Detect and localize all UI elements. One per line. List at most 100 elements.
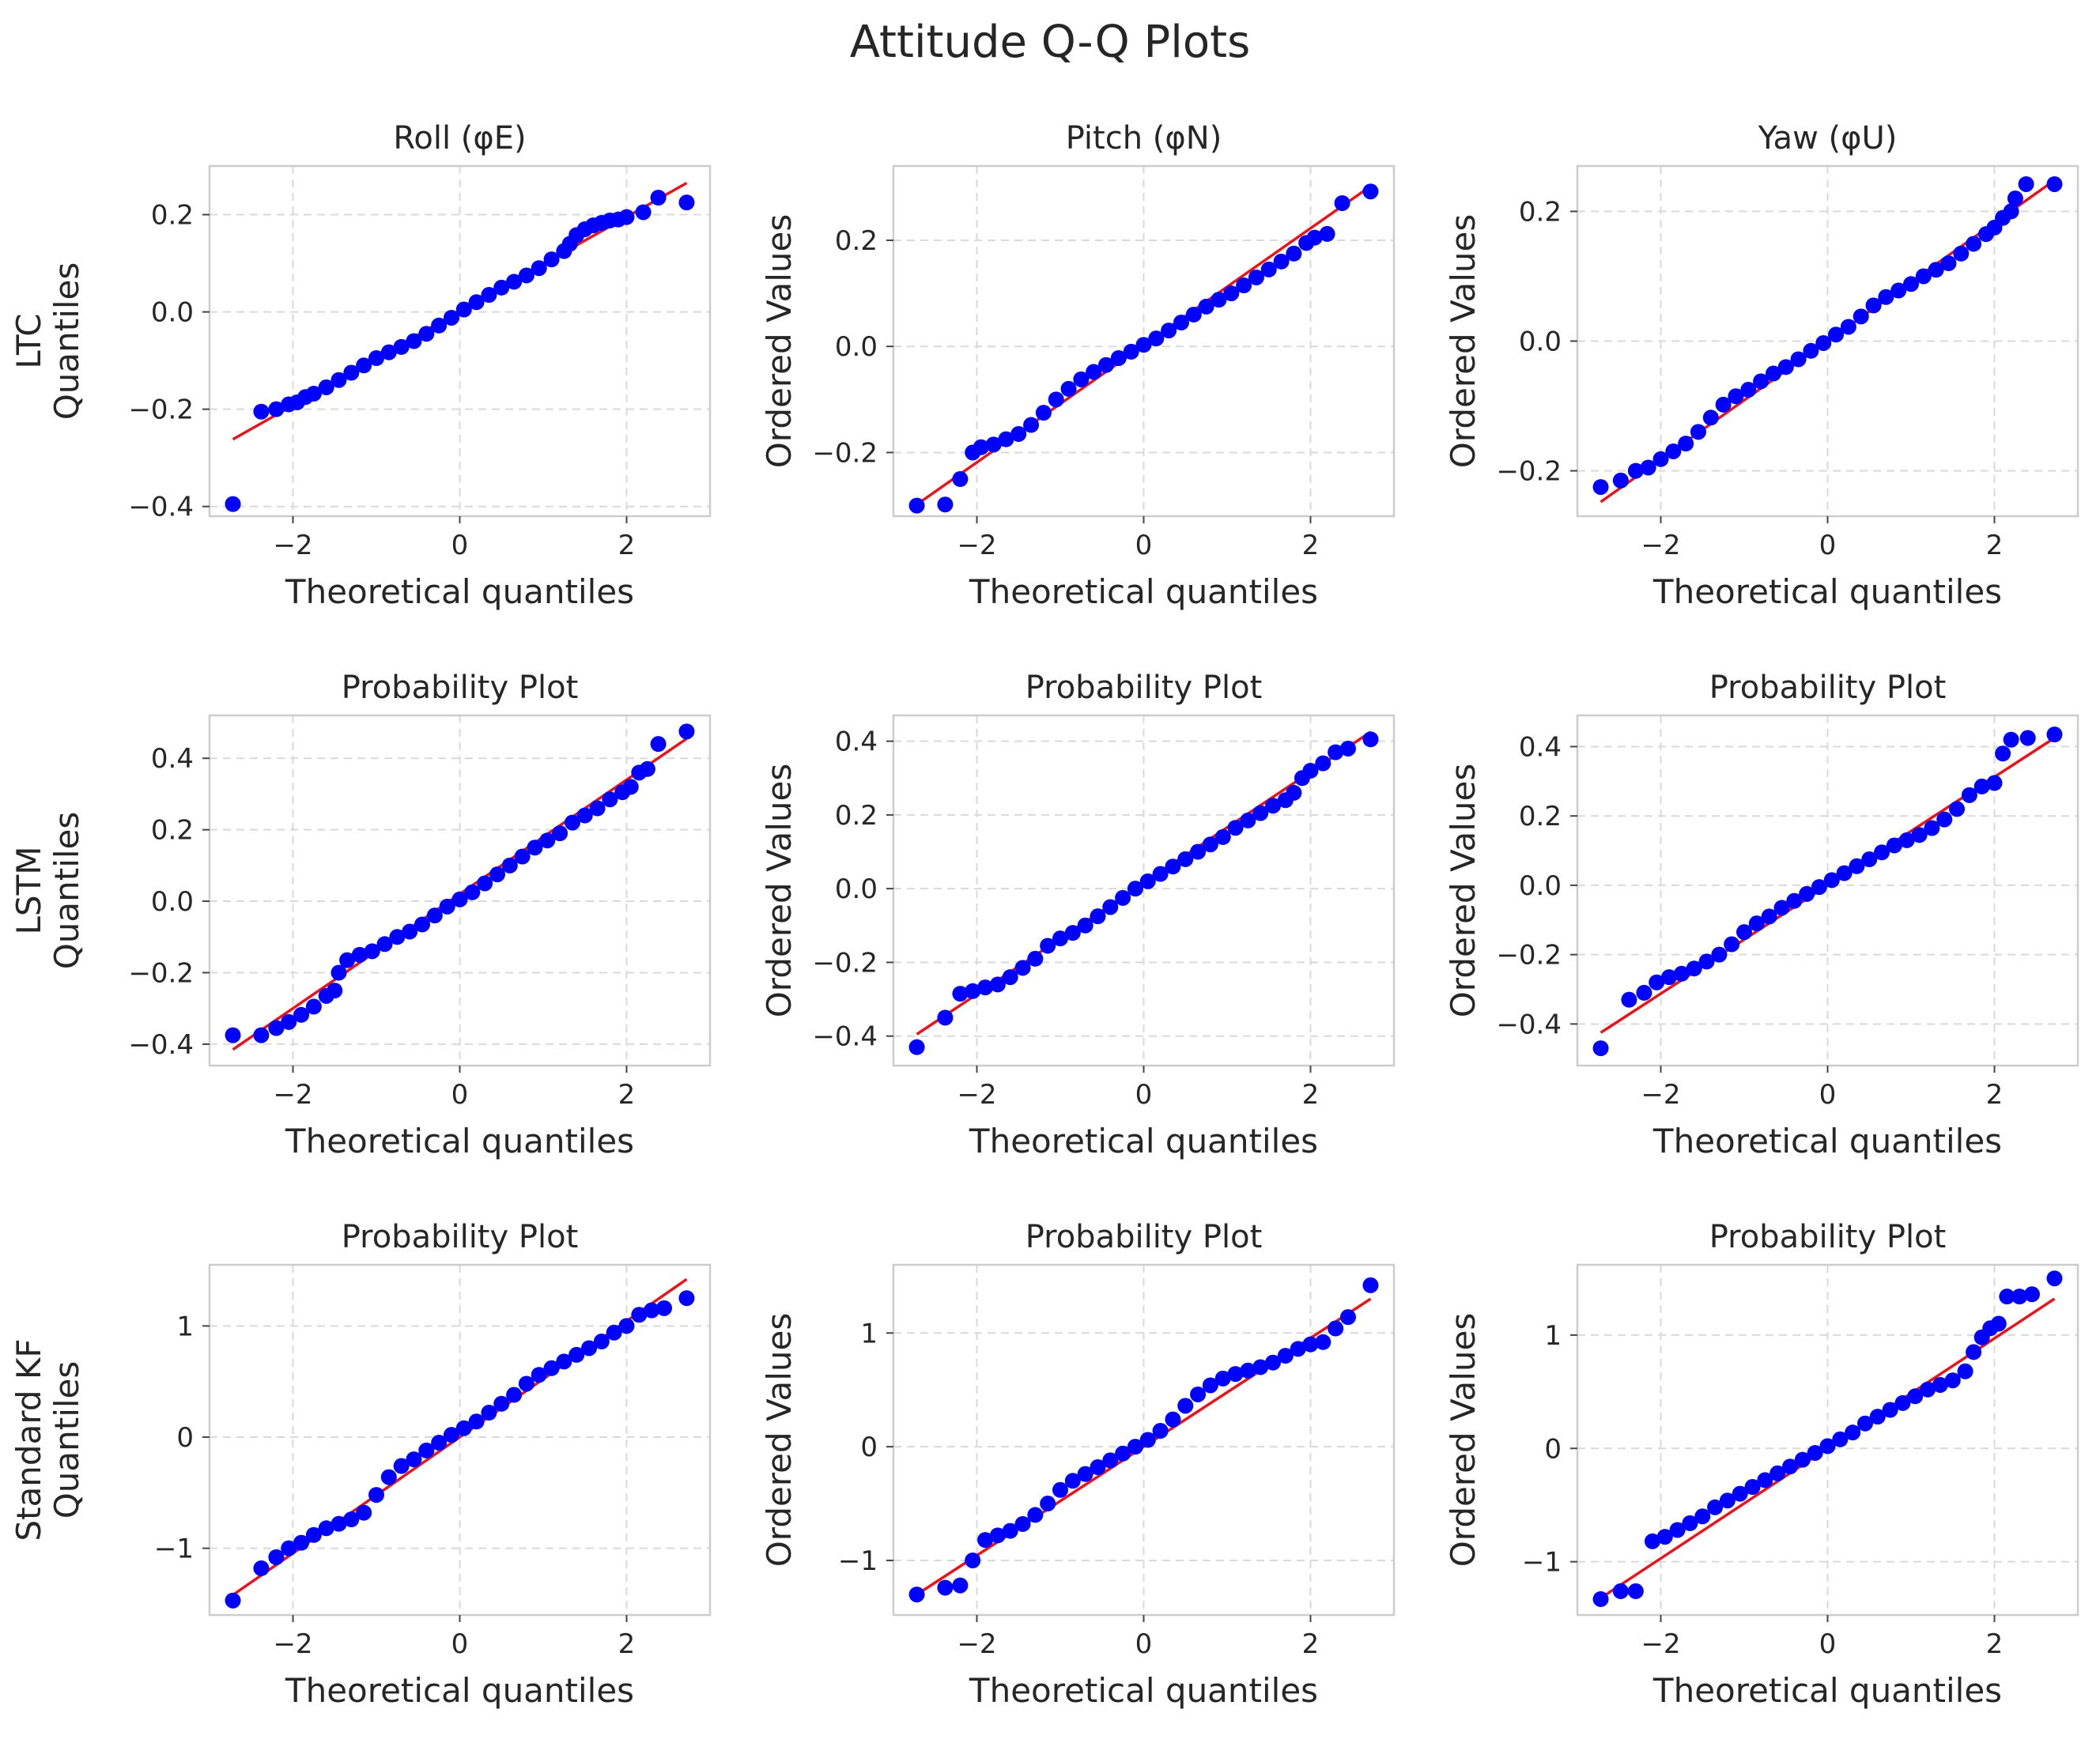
data-point <box>1077 917 1093 934</box>
data-point <box>618 209 635 225</box>
data-point <box>2018 175 2034 192</box>
data-point <box>1190 843 1207 860</box>
data-point <box>380 344 397 360</box>
data-point <box>1661 969 1678 986</box>
data-point <box>1115 1445 1131 1462</box>
x-tick-label: 2 <box>1302 530 1320 561</box>
data-point <box>1770 1465 1786 1481</box>
data-point <box>952 986 969 1002</box>
y-tick-label: 0.2 <box>151 200 194 232</box>
data-point <box>650 736 667 753</box>
data-point <box>1740 382 1757 398</box>
data-point <box>568 1346 585 1363</box>
data-point <box>1924 820 1940 836</box>
data-point <box>1362 1277 1379 1293</box>
x-tick-label: −2 <box>957 1079 996 1111</box>
data-point <box>1077 1466 1093 1482</box>
data-points <box>225 723 695 1043</box>
data-point <box>1202 1377 1218 1394</box>
y-tick-label: 0.2 <box>151 815 194 847</box>
data-point <box>1334 194 1350 211</box>
data-point <box>539 832 556 849</box>
data-point <box>439 898 455 915</box>
data-point <box>1973 778 1990 794</box>
data-point <box>1110 349 1127 366</box>
data-point <box>1236 277 1252 294</box>
y-tick-label: 0.4 <box>835 726 878 758</box>
x-tick-label: 0 <box>451 1628 469 1660</box>
x-axis-label: Theoretical quantiles <box>285 1122 634 1160</box>
y-tick-label: 0.0 <box>151 297 194 329</box>
y-axis-label-line: Ordered Values <box>760 764 799 1018</box>
data-point <box>531 1367 547 1383</box>
data-point <box>330 964 347 981</box>
data-point <box>602 791 618 808</box>
data-point <box>393 338 410 355</box>
data-point <box>1856 1415 1873 1432</box>
data-points <box>225 189 695 512</box>
data-point <box>1362 731 1379 748</box>
data-points <box>1592 1270 2063 1607</box>
data-point <box>1782 1458 1799 1475</box>
data-point <box>1152 866 1169 882</box>
grid <box>210 166 710 516</box>
data-point <box>1957 1363 1973 1379</box>
x-axis-label: Theoretical quantiles <box>1652 572 2002 611</box>
data-point <box>451 891 468 907</box>
x-tick-label: 2 <box>1986 1628 2004 1660</box>
data-point <box>650 189 667 206</box>
x-tick-label: 2 <box>618 1628 636 1660</box>
data-point <box>364 943 380 960</box>
data-point <box>2023 1286 2040 1303</box>
data-point <box>1060 380 1077 397</box>
data-point <box>1694 1508 1711 1525</box>
data-point <box>1999 1289 2015 1305</box>
y-axis-label-line: LSTM <box>9 847 48 935</box>
x-axis-label: Theoretical quantiles <box>969 1122 1318 1160</box>
data-point <box>1832 1431 1849 1447</box>
data-point <box>1898 832 1915 848</box>
data-point <box>1302 1336 1319 1353</box>
y-tick-label: 1 <box>860 1318 878 1349</box>
data-point <box>443 1427 459 1443</box>
data-point <box>1302 762 1319 779</box>
data-point <box>356 1504 372 1521</box>
data-point <box>418 1442 435 1458</box>
data-point <box>556 1353 572 1370</box>
data-point <box>1161 323 1177 339</box>
data-point <box>1115 889 1131 906</box>
data-point <box>1202 836 1218 853</box>
y-tick-label: 0 <box>1544 1433 1562 1465</box>
y-tick-label: 1 <box>176 1311 194 1342</box>
data-point <box>506 274 523 290</box>
data-point <box>2007 191 2023 207</box>
data-point <box>1894 1394 1911 1411</box>
data-point <box>268 1020 285 1036</box>
data-point <box>1177 851 1194 867</box>
data-point <box>908 1587 925 1603</box>
data-point <box>1612 1583 1629 1599</box>
data-point <box>1265 1354 1282 1371</box>
data-point <box>1840 319 1856 335</box>
data-point <box>1928 262 1944 278</box>
data-point <box>622 779 639 795</box>
data-point <box>1265 798 1282 814</box>
data-point <box>468 294 485 311</box>
data-point <box>1944 1372 1961 1389</box>
x-axis-label: Theoretical quantiles <box>1652 1671 2002 1710</box>
x-tick-label: 2 <box>1302 1628 1320 1660</box>
data-point <box>1052 1481 1068 1498</box>
data-point <box>356 357 372 374</box>
data-point <box>531 260 547 277</box>
data-point <box>343 1511 360 1528</box>
data-point <box>431 1435 448 1451</box>
data-point <box>1002 1522 1018 1539</box>
data-point <box>593 1334 610 1350</box>
data-point <box>1698 953 1715 970</box>
data-point <box>1878 289 1894 305</box>
data-point <box>1185 306 1202 323</box>
data-point <box>1073 371 1090 387</box>
data-point <box>1636 984 1652 1001</box>
data-point <box>1732 1485 1748 1502</box>
